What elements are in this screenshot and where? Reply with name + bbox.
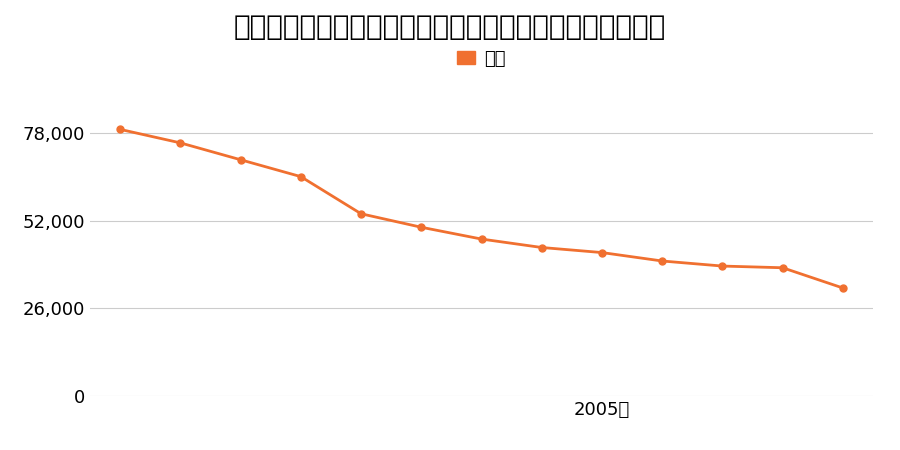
Legend: 価格: 価格 [450,43,513,75]
Text: 埼玉県北埼玉郡騎西町大字正能字大道１３番８の地価推移: 埼玉県北埼玉郡騎西町大字正能字大道１３番８の地価推移 [234,14,666,41]
